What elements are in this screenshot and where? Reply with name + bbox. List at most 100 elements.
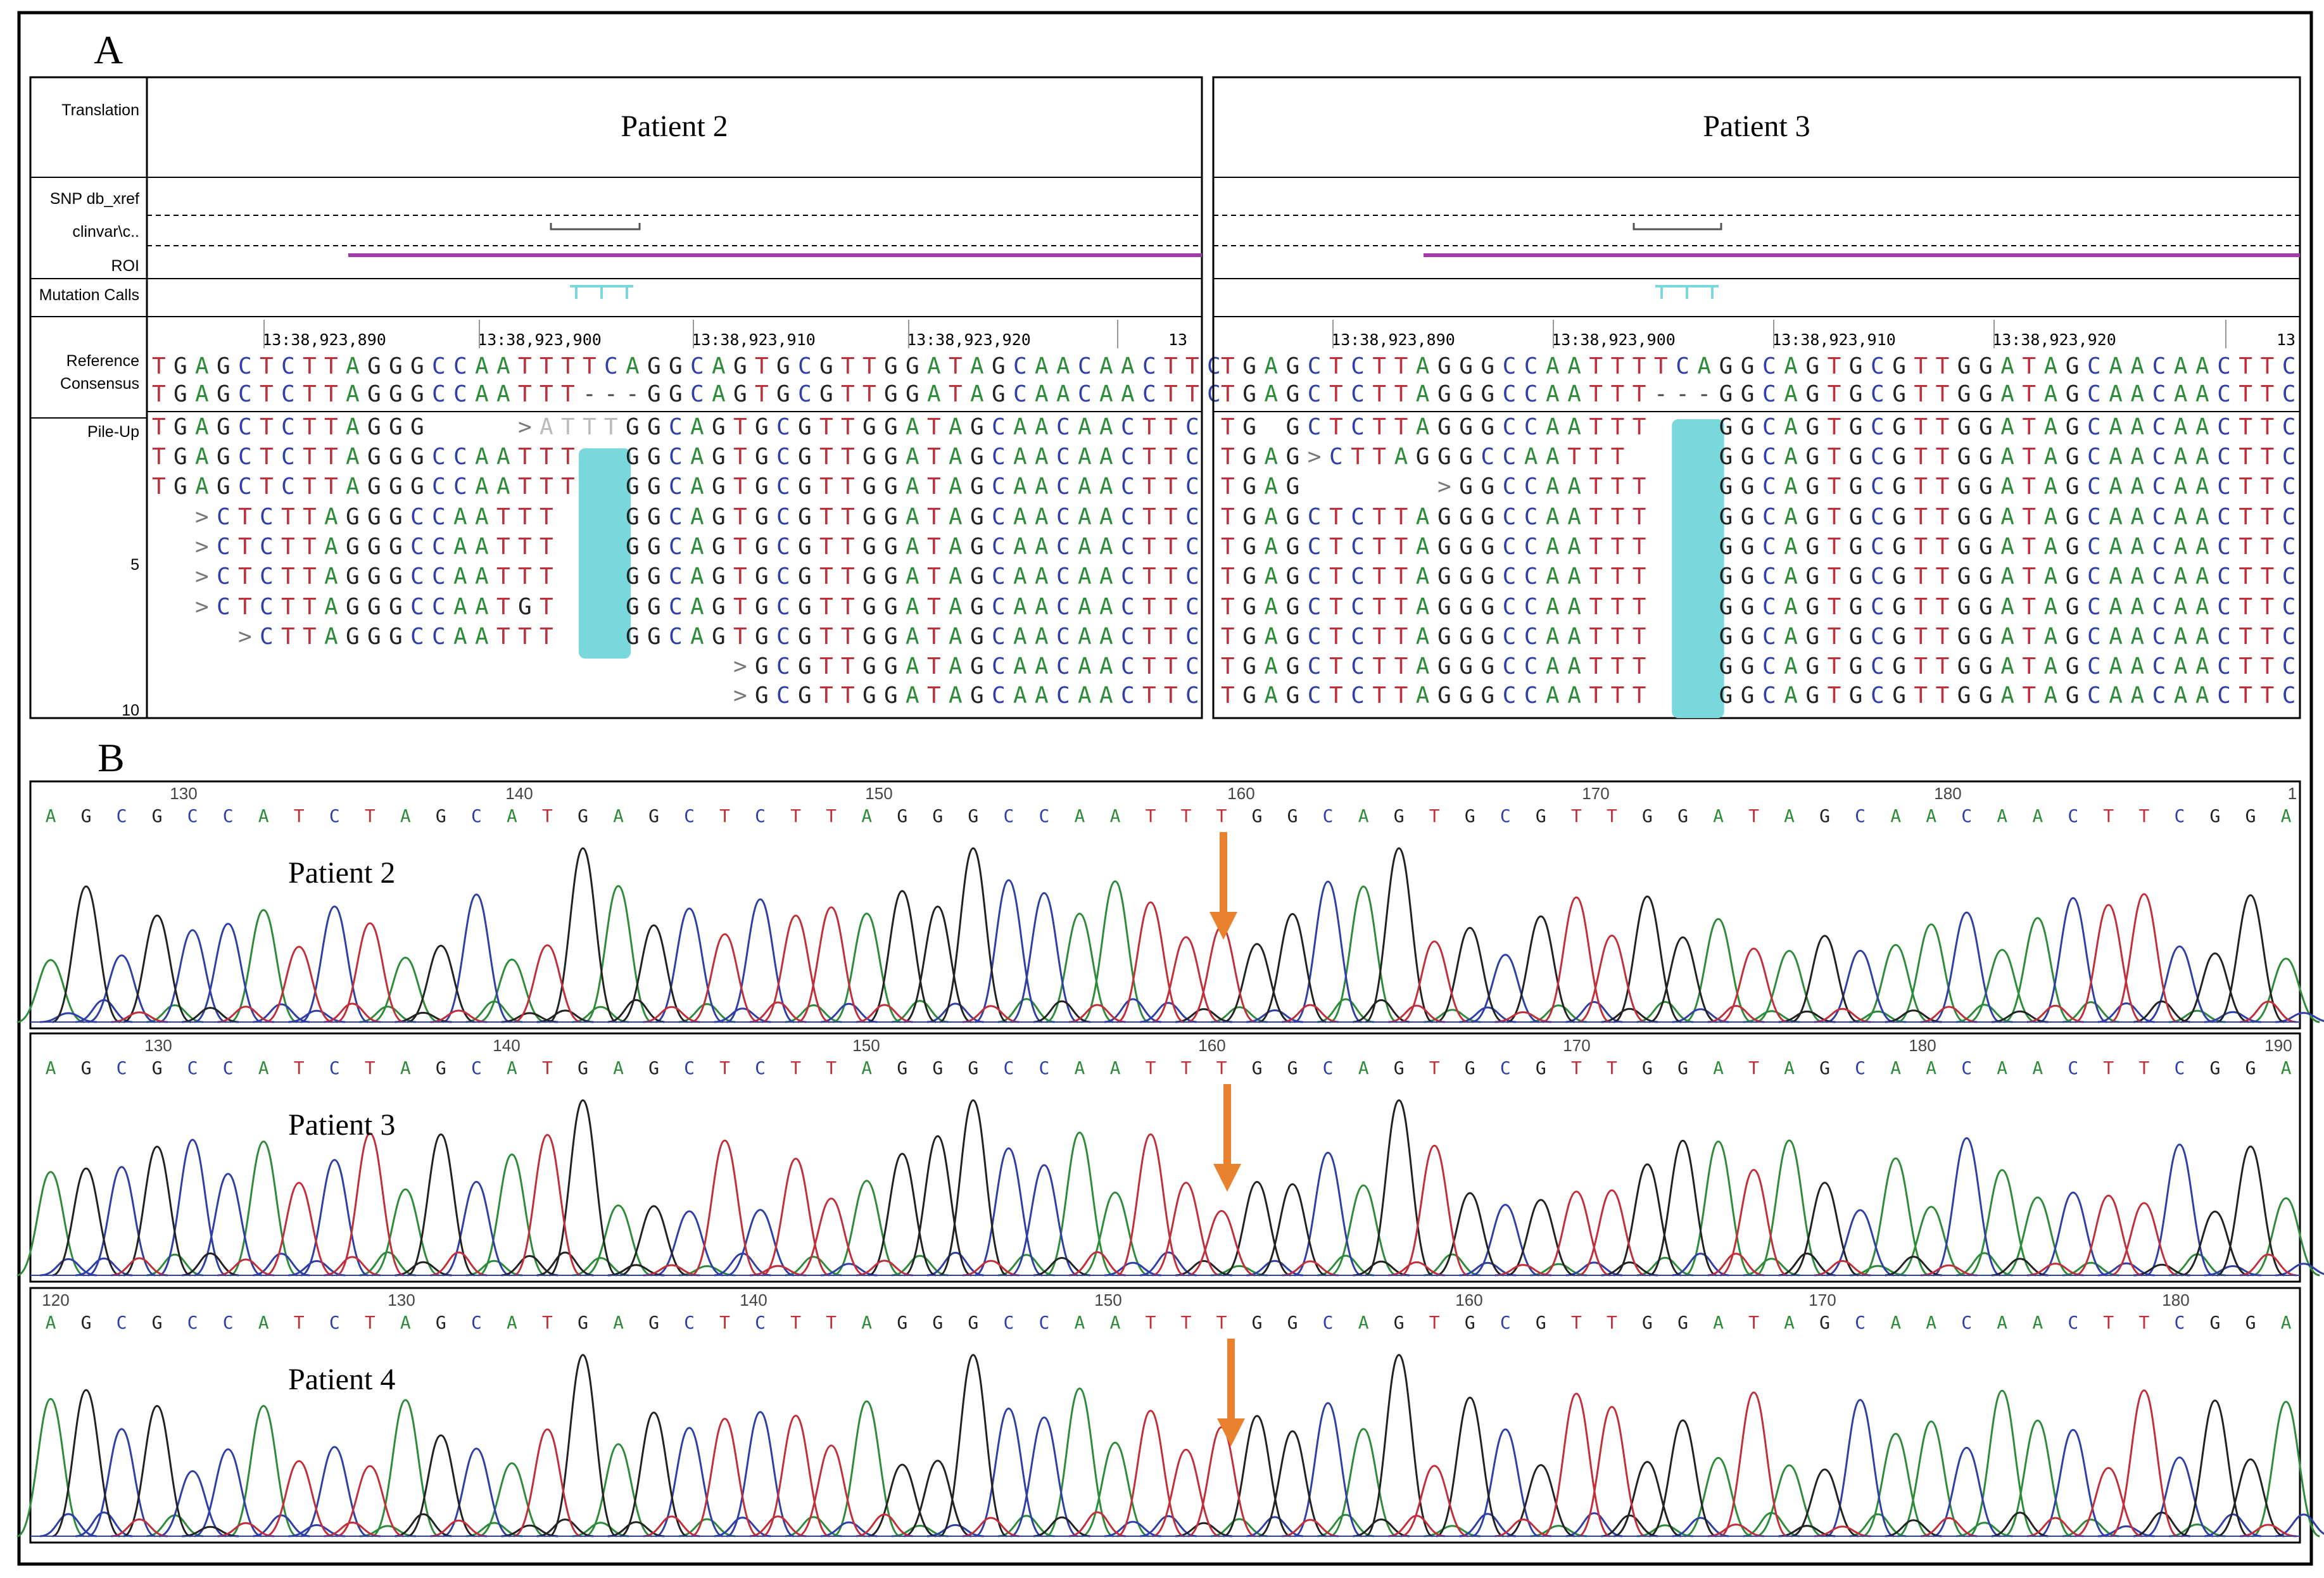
label-row-5: 5 <box>130 556 139 574</box>
base-position-label: 160 <box>1455 1291 1482 1310</box>
snp-bracket <box>1632 223 1722 230</box>
snp-bracket <box>550 223 641 230</box>
svg-text:>: > <box>195 534 209 560</box>
coordinate-label: 13:38,923,920 <box>907 331 1031 349</box>
coordinate-label: 13:38,923,920 <box>1992 331 2116 349</box>
svg-text:>: > <box>1308 444 1322 470</box>
trace-A <box>16 1387 2320 1537</box>
svg-text:>: > <box>195 504 209 530</box>
svg-text:>: > <box>195 564 209 590</box>
trace-C <box>40 1399 2324 1537</box>
trace-G <box>52 1354 2285 1537</box>
base-position-label: 180 <box>2162 1291 2189 1310</box>
panel-a-letter: A <box>94 27 123 72</box>
panel-b-letter: B <box>98 735 125 780</box>
label-reference: Reference <box>66 352 139 370</box>
svg-text:>: > <box>518 414 532 440</box>
arrow-indicator <box>1223 1084 1231 1166</box>
base-position-label: 140 <box>740 1291 767 1310</box>
arrow-indicator <box>1227 1339 1235 1421</box>
chromatogram-patient-label: Patient 2 <box>288 856 395 890</box>
trace-C <box>40 1137 2324 1277</box>
deletion-highlight <box>579 448 631 659</box>
label-pile-up: Pile-Up <box>87 423 139 441</box>
coordinate-label: 13:38,923,910 <box>1772 331 1896 349</box>
trace-T <box>111 1132 2297 1277</box>
coordinate-label: 13:38,923,890 <box>1331 331 1455 349</box>
label-clinvar: clinvar\c.. <box>72 223 139 241</box>
chromatogram-patient-2: 130 140 150 160 170 180 1 A G C G C C A T C T A G C A T G A G C T C… <box>16 780 2324 1030</box>
base-position-label: 170 <box>1809 1291 1836 1310</box>
panel-a: A Translation SNP db_xref clinvar\c.. ROI Mut… <box>29 27 2301 719</box>
label-snp-db-xref: SNP db_xref <box>50 190 139 208</box>
base-position-label: 1 <box>2288 784 2297 803</box>
panel-b: B 130 140 150 160 170 180 1 A G C G C C A T C T A G C A T G A G C T… <box>16 735 2324 1544</box>
chromatogram-patient-3: 130 140 150 160 170 180 190 A G C G C C A T C T A G C A T G A G C… <box>16 1032 2324 1283</box>
chromatogram-patient-label: Patient 3 <box>288 1108 395 1142</box>
coordinate-label: 13:38,923,900 <box>1551 331 1676 349</box>
label-consensus: Consensus <box>60 375 139 393</box>
trace-C <box>40 879 2324 1023</box>
base-position-label: 150 <box>1094 1291 1121 1310</box>
coordinate-label: 13:38,923,890 <box>262 331 386 349</box>
coordinate-label: 13 <box>2277 331 2296 349</box>
deletion-highlight <box>1672 419 1724 718</box>
base-position-label: 160 <box>1198 1036 1225 1055</box>
igv-panel-2: Patient 2 13:38,923,890 13:38,923,900 13:38… <box>146 76 1221 719</box>
coordinate-label: 13:38,923,900 <box>477 331 602 349</box>
outer-frame <box>17 11 2313 1566</box>
base-position-label: 140 <box>505 784 533 803</box>
arrow-indicator <box>1220 832 1227 914</box>
svg-text:>: > <box>733 653 747 679</box>
panel-a-title-patient-2: Patient 2 <box>621 110 728 143</box>
base-position-label: 120 <box>42 1291 69 1310</box>
svg-text:>: > <box>238 624 252 650</box>
base-position-label: 150 <box>865 784 892 803</box>
trace-A <box>16 880 2320 1023</box>
chromatogram-patient-4: 120 130 140 150 160 170 180 A G C G C C A T C T A G C A T G A G C… <box>16 1287 2324 1544</box>
panel-a-title-patient-3: Patient 3 <box>1703 110 1810 143</box>
coordinate-label: 13:38,923,910 <box>692 331 816 349</box>
svg-text:>: > <box>195 594 209 620</box>
svg-text:>: > <box>733 683 747 709</box>
